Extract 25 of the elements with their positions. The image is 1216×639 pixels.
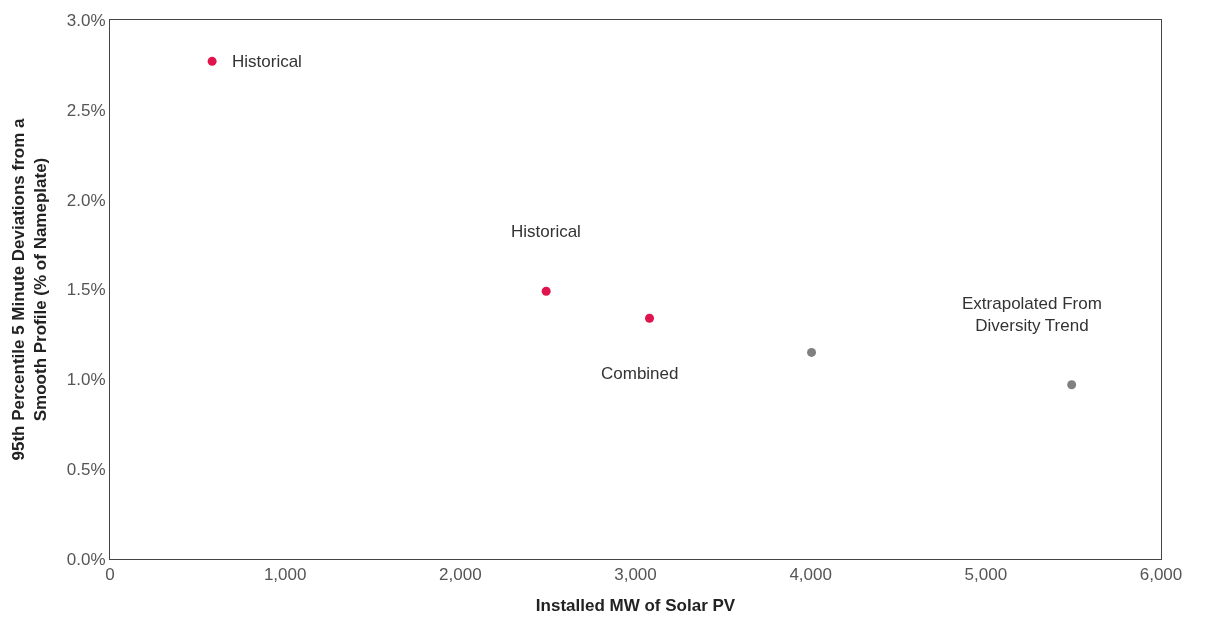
y-tick-label: 1.0% — [66, 370, 106, 390]
point — [541, 286, 551, 296]
x-tick-label: 0 — [105, 565, 115, 585]
annotation: Historical — [511, 222, 581, 241]
x-tick-label: 5,000 — [964, 565, 1008, 585]
x-tick-label: 3,000 — [614, 565, 657, 585]
y-tick-label: 3.0% — [66, 10, 106, 30]
x-tick-label: 1,000 — [263, 565, 307, 585]
point — [1067, 380, 1077, 390]
point — [807, 347, 817, 357]
x-axis-title: Installed MW of Solar PV — [535, 595, 736, 615]
x-tick-label: 4,000 — [789, 565, 832, 585]
y-tick-label: 1.5% — [66, 280, 106, 300]
y-tick-label: 0.0% — [66, 549, 106, 569]
x-tick-label: 2,000 — [439, 565, 482, 585]
y-tick-label: 2.5% — [66, 100, 106, 120]
y-axis-title: 95th Percentile 5 Minute Deviations from a Smooth Profile (% of Nameplate) — [9, 117, 51, 461]
y-tick-label: 2.0% — [66, 190, 106, 210]
y-tick-label: 0.5% — [66, 460, 106, 480]
point — [645, 313, 655, 323]
annotation: Extrapolated From Diversity Trend — [962, 294, 1102, 336]
x-tick-label: 6,000 — [1139, 565, 1183, 585]
annotation: Combined — [601, 364, 679, 383]
annotation: Historical — [232, 52, 302, 71]
point — [207, 56, 217, 66]
